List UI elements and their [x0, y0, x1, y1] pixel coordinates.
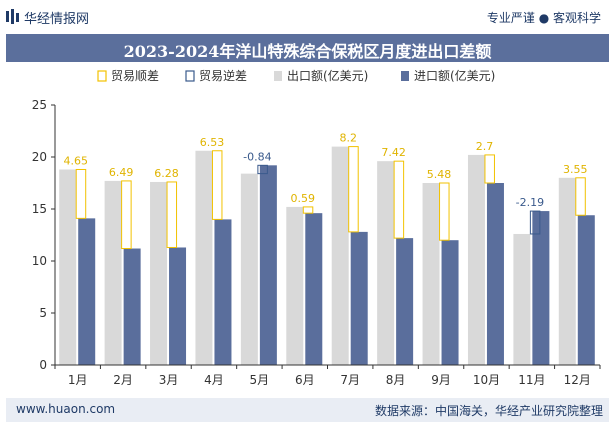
legend-export-swatch — [274, 71, 282, 81]
surplus-box — [484, 154, 495, 184]
legend-surplus-label: 贸易顺差 — [111, 69, 159, 83]
export-bar — [513, 233, 531, 365]
import-bar — [78, 218, 96, 365]
y-tick-label: 0 — [39, 358, 47, 372]
surplus-box — [211, 150, 223, 220]
import-bar — [305, 213, 323, 365]
import-bar — [486, 183, 504, 365]
x-tick-label: 2月 — [113, 373, 133, 387]
balance-data-label: 7.42 — [381, 146, 406, 159]
export-bar — [59, 169, 77, 365]
title-band: 2023-2024年洋山特殊综合保税区月度进出口差额 — [6, 34, 609, 62]
import-bar — [532, 211, 550, 365]
y-tick-label: 10 — [32, 254, 47, 268]
surplus-box — [575, 177, 586, 216]
deficit-box — [529, 210, 541, 235]
export-bar — [331, 146, 349, 365]
balance-data-label: 4.65 — [63, 154, 88, 167]
balance-data-label: 0.59 — [291, 192, 316, 205]
import-bar — [441, 240, 459, 365]
export-bar — [104, 180, 122, 365]
legend-deficit-label: 贸易逆差 — [199, 68, 247, 83]
balance-data-label: 6.53 — [200, 136, 225, 149]
legend-import-label: 进口额(亿美元) — [414, 68, 495, 83]
surplus-box — [393, 160, 405, 239]
surplus-box — [166, 181, 178, 248]
import-bar — [577, 215, 595, 365]
y-tick-label: 20 — [32, 150, 47, 164]
x-tick-label: 4月 — [204, 373, 224, 387]
export-bar — [558, 177, 576, 365]
footer-bar: www.huaon.com 数据来源：中国海关，华经产业研究院整理 — [6, 398, 609, 422]
balance-data-label: 6.28 — [154, 167, 179, 180]
bars-group: 4.65 6.49 6.28 6.53 -0.84 0.59 8.2 7.42 5.48 2.7 -… — [59, 132, 595, 365]
y-tick-label: 25 — [32, 98, 47, 112]
import-bar — [396, 238, 414, 365]
import-bar — [123, 248, 141, 365]
x-tick-label: 6月 — [295, 373, 315, 387]
export-bar — [422, 183, 440, 365]
balance-data-label: 5.48 — [427, 168, 452, 181]
x-tick-label: 5月 — [250, 373, 270, 387]
surplus-box — [302, 206, 314, 214]
footer-source: 数据来源：中国海关，华经产业研究院整理 — [374, 404, 603, 418]
balance-data-label: 2.7 — [476, 140, 494, 153]
balance-data-label: 8.2 — [339, 132, 357, 145]
surplus-box — [439, 182, 450, 241]
surplus-box — [348, 146, 359, 233]
tagline: 专业严谨 ● 客观科学 — [486, 11, 601, 25]
surplus-box — [121, 180, 132, 250]
y-tick-label: 15 — [32, 202, 47, 216]
surplus-box — [75, 168, 87, 219]
legend-import-swatch — [401, 71, 409, 81]
brand-logo-icon — [6, 9, 19, 24]
export-bar — [195, 150, 213, 365]
x-tick-label: 7月 — [340, 373, 360, 387]
x-tick-label: 10月 — [473, 373, 500, 387]
x-axis: 1月 2月 3月 4月 5月 6月 7月 8月 9月 10月 11月 12月 — [54, 364, 601, 387]
chart-title: 2023-2024年洋山特殊综合保税区月度进出口差额 — [123, 42, 492, 61]
import-bar — [350, 231, 368, 365]
deficit-box — [257, 164, 268, 175]
balance-data-label: 6.49 — [109, 166, 134, 179]
legend-surplus-swatch — [97, 70, 107, 82]
legend-export-label: 出口额(亿美元) — [287, 68, 368, 83]
chart-area: 贸易顺差 贸易逆差 出口额(亿美元) 进口额(亿美元) 0 5 10 15 20 25 4.65… — [32, 68, 601, 387]
export-bar — [240, 173, 258, 365]
x-tick-label: 9月 — [431, 373, 451, 387]
y-tick-label: 5 — [39, 306, 47, 320]
footer-website: www.huaon.com — [16, 402, 116, 416]
chart-legend: 贸易顺差 贸易逆差 出口额(亿美元) 进口额(亿美元) — [97, 68, 495, 83]
export-bar — [377, 161, 395, 365]
import-bar — [259, 165, 277, 365]
x-tick-label: 12月 — [564, 373, 591, 387]
top-bar: 华经情报网 专业严谨 ● 客观科学 — [0, 0, 615, 36]
x-tick-label: 1月 — [68, 373, 88, 387]
import-bar — [214, 219, 232, 365]
legend-deficit-swatch — [185, 70, 195, 82]
import-bar — [169, 247, 187, 365]
balance-data-label: 3.55 — [563, 163, 588, 176]
balance-data-label: -2.19 — [516, 196, 544, 209]
export-bar — [467, 154, 485, 365]
x-tick-label: 8月 — [386, 373, 406, 387]
export-bar — [286, 206, 304, 365]
balance-data-label: -0.84 — [243, 150, 271, 163]
brand-name: 华经情报网 — [24, 12, 90, 27]
y-axis: 0 5 10 15 20 25 — [32, 98, 56, 372]
export-bar — [150, 181, 168, 365]
x-tick-label: 3月 — [159, 373, 179, 387]
x-tick-label: 11月 — [518, 373, 545, 387]
